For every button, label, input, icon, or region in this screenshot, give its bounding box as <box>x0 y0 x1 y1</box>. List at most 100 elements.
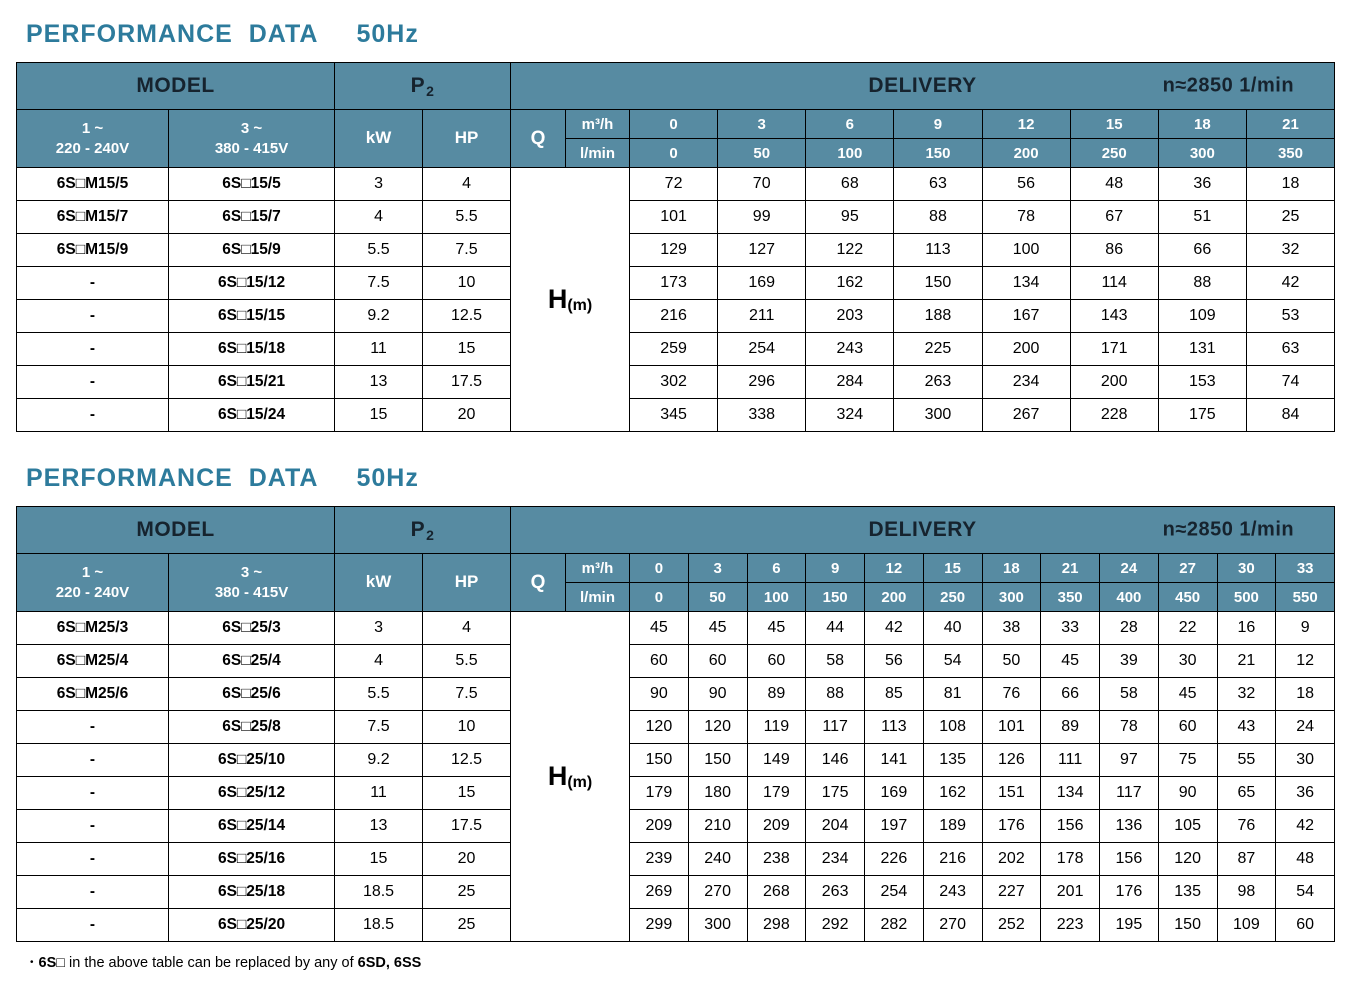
head-value-cell: 175 <box>805 776 866 810</box>
head-value-cell: 296 <box>717 365 807 399</box>
p2-label: P <box>410 517 426 541</box>
kw-value-cell: 18.5 <box>334 908 424 942</box>
head-value-cell: 146 <box>805 743 866 777</box>
p2-subscript: 2 <box>426 82 435 99</box>
head-value-cell: 243 <box>922 875 983 909</box>
head-value-cell: 60 <box>746 644 807 678</box>
m3h-flow-value: 0 <box>629 553 689 583</box>
kw-value-cell: 13 <box>334 365 424 399</box>
head-value-cell: 169 <box>717 266 807 300</box>
head-value-cell: 89 <box>746 677 807 711</box>
head-value-cell: 58 <box>805 644 866 678</box>
head-value-cell: 134 <box>981 266 1071 300</box>
head-value-cell: 33 <box>1040 611 1101 645</box>
head-value-cell: 134 <box>1040 776 1101 810</box>
model-1ph-cell: - <box>16 776 169 810</box>
head-value-cell: 204 <box>805 809 866 843</box>
p2-subscript: 2 <box>426 526 435 543</box>
title-text-1: PERFORMANCE DATA <box>26 20 319 48</box>
head-value-cell: 167 <box>981 299 1071 333</box>
head-value-cell: 45 <box>746 611 807 645</box>
head-value-cell: 129 <box>629 233 719 267</box>
head-value-cell: 282 <box>864 908 924 942</box>
model-1ph-cell: 6S□M15/9 <box>16 233 169 267</box>
head-value-cell: 131 <box>1157 332 1247 366</box>
voltage-3ph-header: 3 ~ 380 - 415V <box>167 553 336 612</box>
head-value-cell: 42 <box>1275 809 1336 843</box>
head-value-cell: 76 <box>1216 809 1277 843</box>
head-value-cell: 56 <box>981 167 1071 201</box>
kw-header: kW <box>334 553 424 612</box>
model-1ph-cell: - <box>16 710 169 744</box>
head-value-cell: 85 <box>864 677 924 711</box>
head-value-cell: 126 <box>981 743 1042 777</box>
head-value-cell: 151 <box>981 776 1042 810</box>
lmin-flow-value: 200 <box>981 138 1071 168</box>
model-1ph-cell: - <box>16 875 169 909</box>
table-row: -6S□15/15 9.2 12.5 216 211 203 188 167 143 109 53 <box>16 299 1336 333</box>
head-value-cell: 54 <box>1275 875 1336 909</box>
head-value-cell: 302 <box>629 365 719 399</box>
kw-value-cell: 11 <box>334 776 424 810</box>
model-header: MODEL <box>15 62 336 110</box>
model-1ph-cell: - <box>16 809 169 843</box>
m3h-unit-label: m³/h <box>565 109 631 139</box>
title-text-2: PERFORMANCE DATA <box>26 464 319 492</box>
model-3ph-cell: 6S□25/8 <box>167 710 336 744</box>
delivery-header: DELIVERY n≈2850 1/min <box>510 62 1336 110</box>
head-value-cell: 197 <box>864 809 924 843</box>
head-value-cell: 111 <box>1040 743 1101 777</box>
table-row: 6S□M15/7 6S□15/7 4 5.5 101 99 95 88 78 67 51 25 <box>16 200 1336 234</box>
head-value-cell: 60 <box>1275 908 1336 942</box>
head-value-cell: 67 <box>1069 200 1159 234</box>
head-value-cell: 267 <box>981 398 1071 432</box>
m3h-flow-value: 3 <box>717 109 807 139</box>
model-3ph-cell: 6S□15/21 <box>167 365 336 399</box>
table-row: 6S□M25/6 6S□25/6 5.5 7.5 90 90 89 88 85 81 76 66 58 4… <box>16 677 1336 711</box>
m3h-unit-label: m³/h <box>565 553 631 583</box>
head-value-cell: 58 <box>1099 677 1159 711</box>
head-value-cell: 189 <box>922 809 983 843</box>
table-row: -6S□25/16 15 20 239 240 238 234 226 216 202 178 156… <box>16 842 1336 876</box>
voltage-3ph-header-line1: 3 ~ <box>240 564 263 581</box>
head-value-cell: 180 <box>687 776 748 810</box>
head-unit: (m) <box>567 774 593 791</box>
head-value-cell: 156 <box>1040 809 1101 843</box>
head-value-cell: 97 <box>1099 743 1159 777</box>
table-row: 6S□M25/3 6S□25/3 3 4 H(m) 45 45 45 44 42 40 38 33 28 2… <box>16 611 1336 942</box>
p2-header: P2 <box>334 506 512 554</box>
lmin-flow-value: 250 <box>1069 138 1159 168</box>
head-value-cell: 234 <box>981 365 1071 399</box>
model-3ph-cell: 6S□25/10 <box>167 743 336 777</box>
head-value-cell: 259 <box>629 332 719 366</box>
head-value-cell: 75 <box>1157 743 1218 777</box>
head-value-cell: 120 <box>687 710 748 744</box>
kw-header: kW <box>334 109 424 168</box>
kw-value-cell: 11 <box>334 332 424 366</box>
model-3ph-cell: 6S□15/12 <box>167 266 336 300</box>
head-meters-cell: H(m) <box>510 167 631 432</box>
head-value-cell: 176 <box>981 809 1042 843</box>
head-value-cell: 223 <box>1040 908 1101 942</box>
lmin-flow-value: 0 <box>629 582 689 612</box>
head-value-cell: 226 <box>864 842 924 876</box>
model-1ph-cell: - <box>16 842 169 876</box>
hp-value-cell: 15 <box>422 776 512 810</box>
kw-value-cell: 9.2 <box>334 743 424 777</box>
model-1ph-cell: - <box>16 299 169 333</box>
m3h-flow-value: 21 <box>1245 109 1336 139</box>
head-value-cell: 195 <box>1099 908 1159 942</box>
table-row: 6S□M25/4 6S□25/4 4 5.5 60 60 60 58 56 54 50 45 39 30 2… <box>16 644 1336 678</box>
head-value-cell: 203 <box>805 299 895 333</box>
head-value-cell: 150 <box>1157 908 1218 942</box>
head-value-cell: 22 <box>1157 611 1218 645</box>
head-value-cell: 171 <box>1069 332 1159 366</box>
hp-value-cell: 5.5 <box>422 644 512 678</box>
header-row-main: MODEL P2 DELIVERY n≈2850 1/min <box>15 62 1336 110</box>
model-3ph-cell: 6S□25/20 <box>167 908 336 942</box>
lmin-flow-value: 100 <box>805 138 895 168</box>
head-value-cell: 113 <box>893 233 983 267</box>
delivery-label: DELIVERY <box>868 74 977 97</box>
head-value-cell: 270 <box>922 908 983 942</box>
